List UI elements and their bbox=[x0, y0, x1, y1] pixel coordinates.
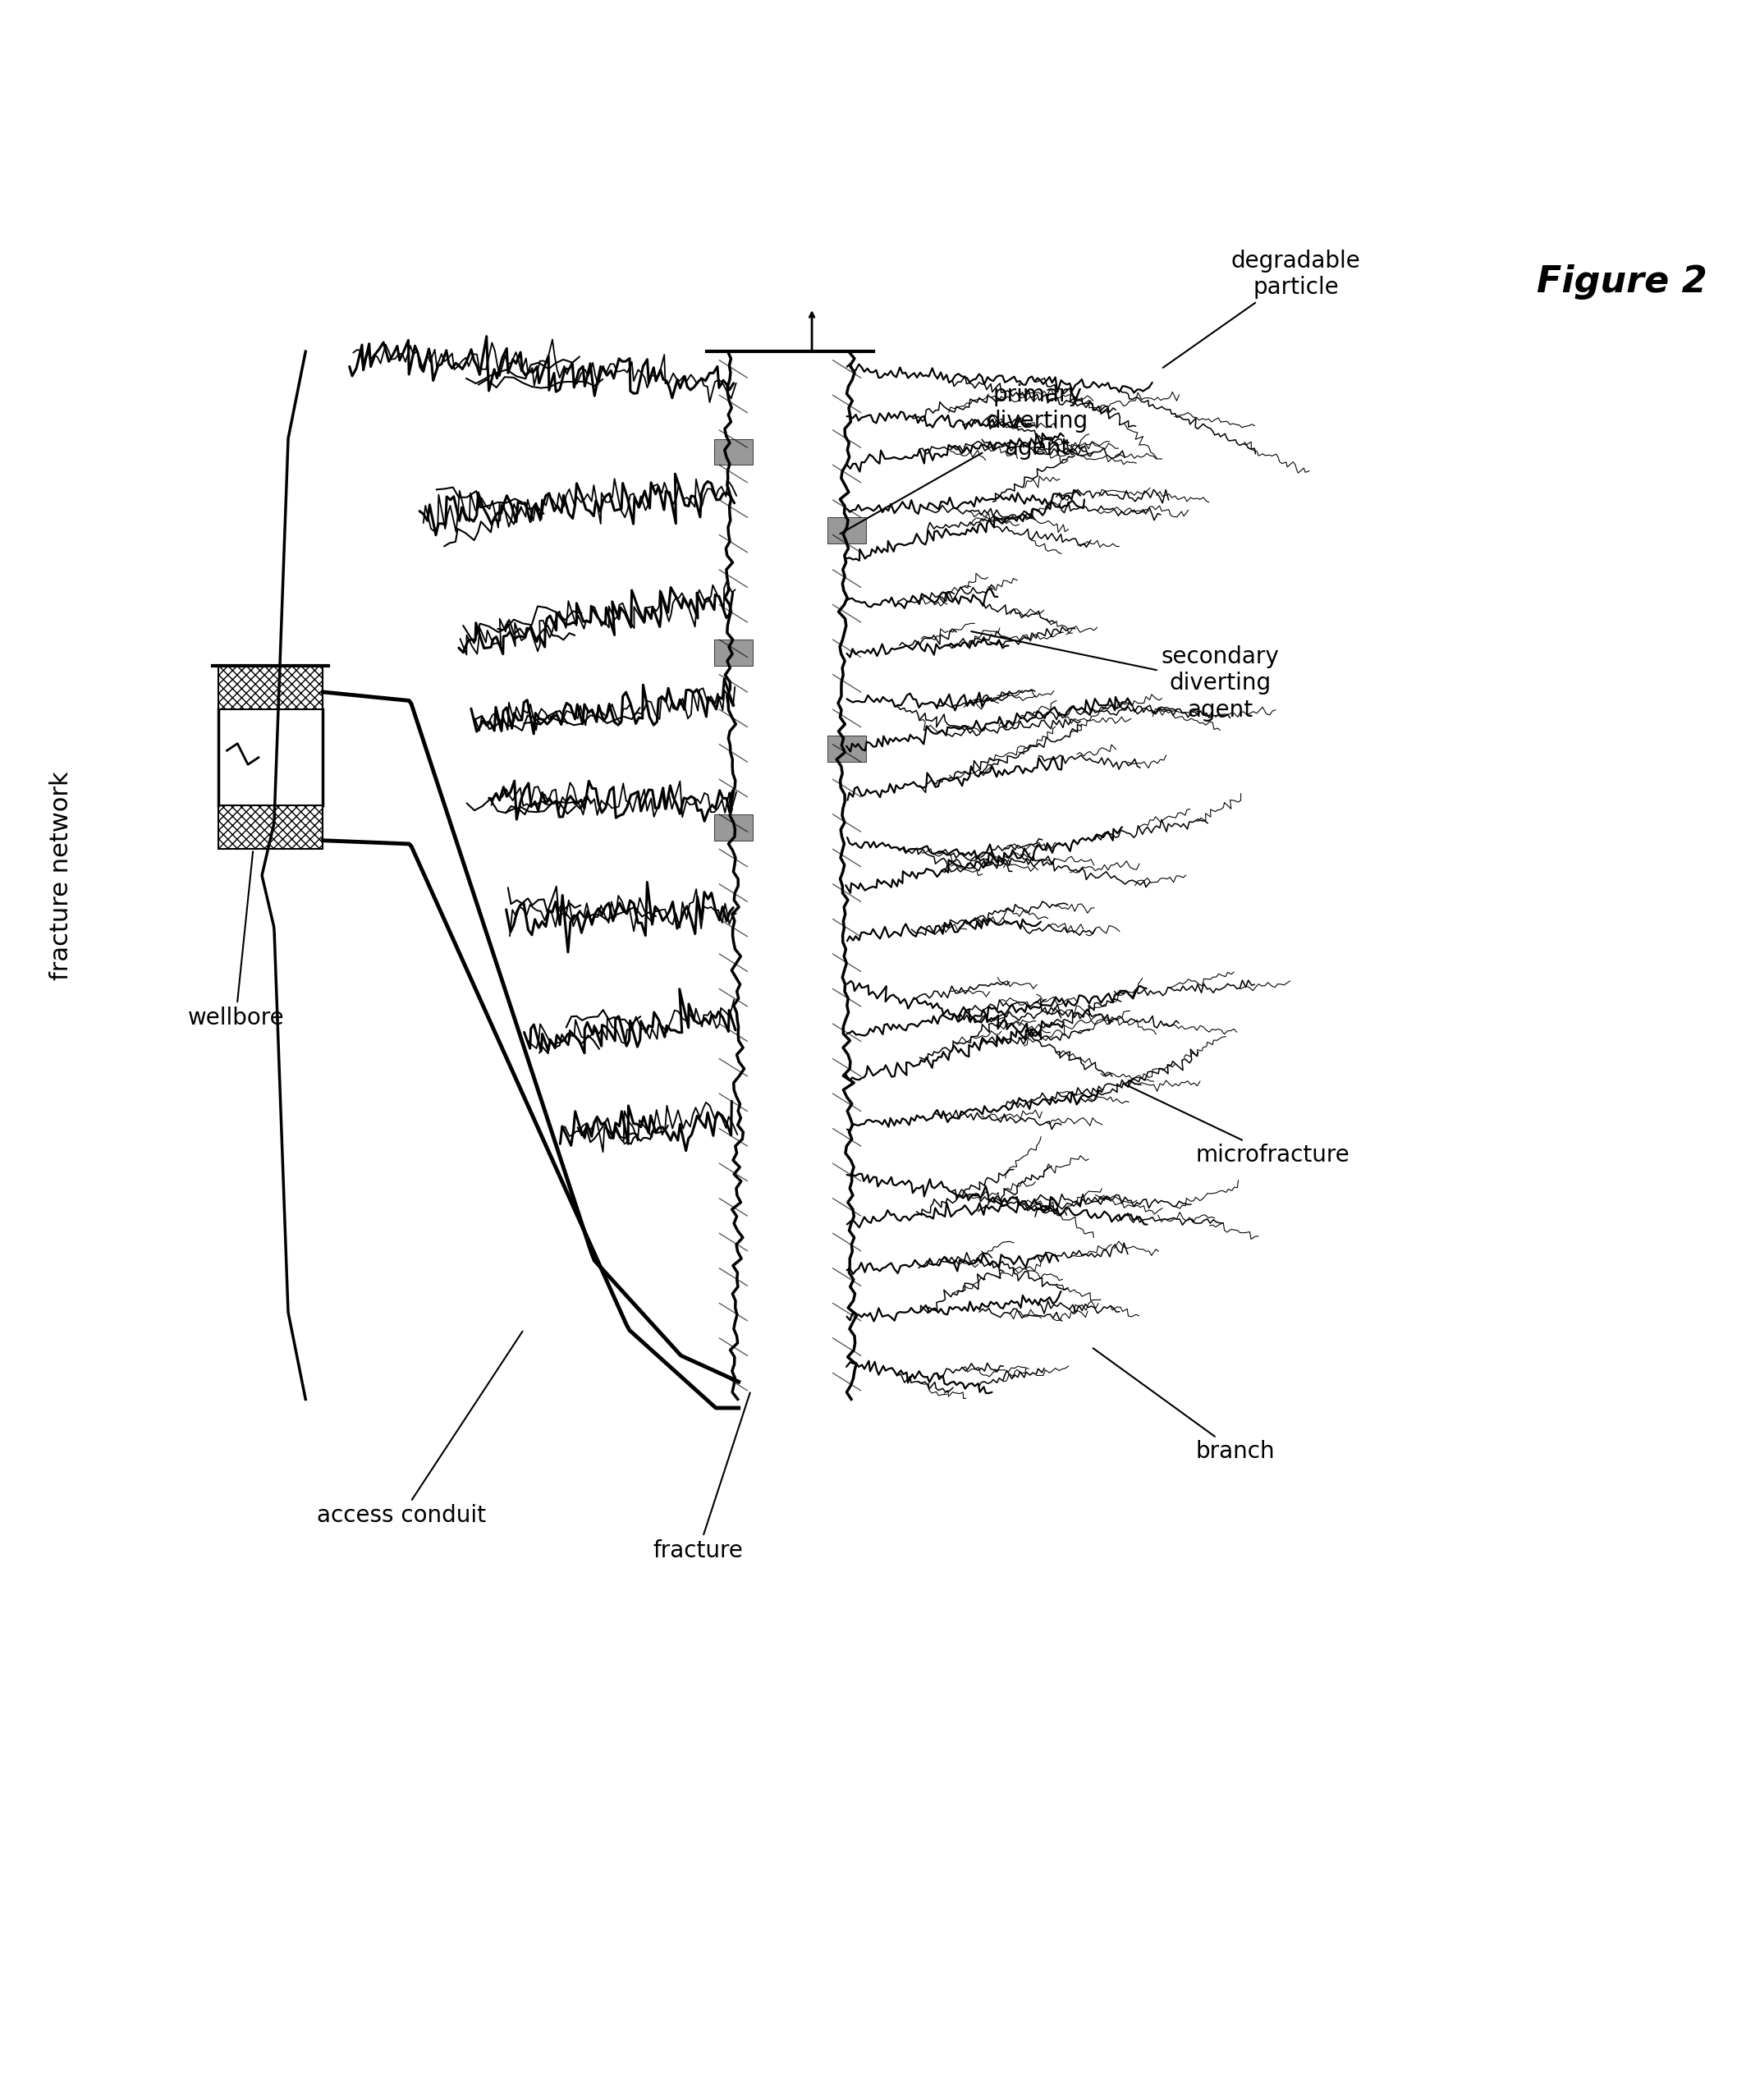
Bar bbox=[828, 735, 866, 762]
Text: microfracture: microfracture bbox=[1128, 1086, 1350, 1166]
Text: fracture: fracture bbox=[653, 1392, 751, 1562]
Text: Figure 2: Figure 2 bbox=[1536, 265, 1708, 300]
Bar bbox=[828, 517, 866, 544]
Bar bbox=[714, 640, 753, 666]
Text: access conduit: access conduit bbox=[318, 1331, 522, 1527]
Text: primary
diverting
agent: primary diverting agent bbox=[840, 384, 1088, 533]
Text: branch: branch bbox=[1093, 1348, 1275, 1464]
Bar bbox=[714, 439, 753, 464]
Bar bbox=[714, 815, 753, 840]
Text: wellbore: wellbore bbox=[187, 850, 285, 1029]
Bar bbox=[218, 806, 323, 848]
Text: secondary
diverting
agent: secondary diverting agent bbox=[971, 632, 1280, 722]
Text: fracture network: fracture network bbox=[49, 771, 73, 981]
Text: degradable
particle: degradable particle bbox=[1163, 250, 1360, 368]
Bar bbox=[218, 666, 323, 710]
